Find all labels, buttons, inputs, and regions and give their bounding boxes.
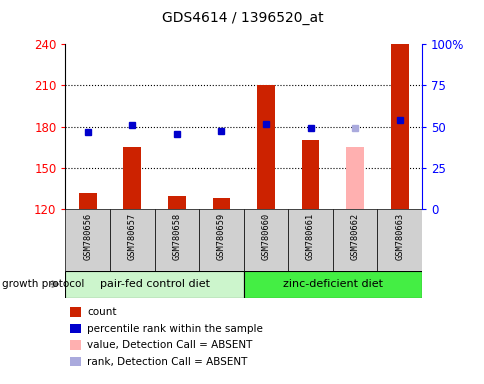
Text: zinc-deficient diet: zinc-deficient diet	[282, 279, 382, 289]
Text: rank, Detection Call = ABSENT: rank, Detection Call = ABSENT	[87, 356, 247, 367]
Bar	[243, 209, 287, 271]
Text: GSM780656: GSM780656	[83, 212, 92, 260]
Bar	[110, 209, 154, 271]
Text: pair-fed control diet: pair-fed control diet	[99, 279, 209, 289]
Bar	[346, 147, 363, 209]
Text: percentile rank within the sample: percentile rank within the sample	[87, 323, 263, 334]
Text: GSM780660: GSM780660	[261, 212, 270, 260]
Bar	[287, 209, 332, 271]
Text: GSM780657: GSM780657	[128, 212, 136, 260]
Bar	[167, 195, 185, 209]
Bar	[199, 209, 243, 271]
Bar	[154, 209, 199, 271]
Bar	[212, 198, 230, 209]
Text: GSM780658: GSM780658	[172, 212, 181, 260]
Bar	[390, 44, 408, 209]
Text: GSM780661: GSM780661	[305, 212, 315, 260]
Text: GSM780659: GSM780659	[216, 212, 226, 260]
Text: GSM780663: GSM780663	[394, 212, 403, 260]
Text: GSM780662: GSM780662	[350, 212, 359, 260]
Bar	[123, 147, 141, 209]
Text: count: count	[87, 307, 117, 317]
Text: value, Detection Call = ABSENT: value, Detection Call = ABSENT	[87, 340, 252, 350]
Bar	[377, 209, 421, 271]
Text: growth protocol: growth protocol	[2, 279, 85, 289]
Bar	[301, 141, 319, 209]
Bar	[332, 209, 377, 271]
Bar	[79, 193, 96, 209]
Text: GDS4614 / 1396520_at: GDS4614 / 1396520_at	[161, 11, 323, 25]
Bar	[65, 209, 110, 271]
Bar	[243, 271, 421, 298]
Bar	[257, 86, 274, 209]
Bar	[65, 271, 243, 298]
